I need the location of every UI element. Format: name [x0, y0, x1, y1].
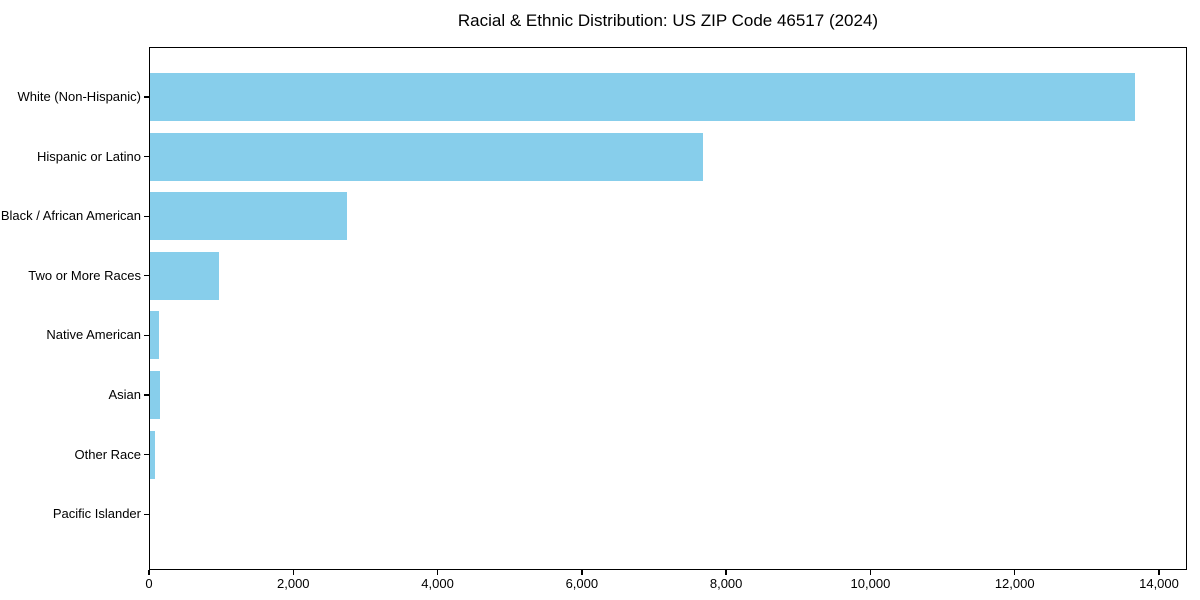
- x-tick-label: 10,000: [850, 576, 891, 591]
- x-tick-mark: [869, 570, 872, 575]
- y-tick-mark: [144, 155, 149, 158]
- x-tick-mark: [292, 570, 294, 575]
- bar-asian: [150, 371, 160, 419]
- bar-other-race: [150, 430, 155, 479]
- y-tick-label: Native American: [46, 327, 141, 343]
- x-tick-label: 2,000: [277, 576, 310, 591]
- bar-native-american: [150, 311, 159, 360]
- x-tick-label: 8,000: [709, 576, 743, 591]
- x-tick-label: 12,000: [994, 576, 1035, 591]
- y-tick-mark: [144, 96, 149, 98]
- y-tick-label: Other Race: [74, 446, 141, 462]
- y-tick-label: Pacific Islander: [52, 506, 141, 522]
- bar-white-non-hispanic: [150, 73, 1136, 121]
- x-tick-mark: [1158, 570, 1160, 575]
- x-tick-label: 4,000: [421, 576, 454, 591]
- chart-title: Racial & Ethnic Distribution: US ZIP Cod…: [457, 11, 879, 30]
- y-tick-label: Asian: [108, 387, 141, 402]
- x-tick-label: 0: [145, 576, 153, 591]
- x-tick-label: 6,000: [565, 576, 599, 591]
- bar-two-or-more-races: [150, 251, 219, 300]
- y-tick-mark: [144, 394, 149, 396]
- y-tick-label: Black / African American: [0, 208, 141, 224]
- x-tick-mark: [581, 570, 583, 575]
- y-tick-mark: [144, 215, 149, 217]
- bar-hispanic-or-latino: [150, 132, 703, 181]
- plot-area: [149, 47, 1187, 570]
- y-tick-label: Two or More Races: [28, 267, 141, 283]
- x-tick-mark: [725, 570, 727, 575]
- x-tick-label: 14,000: [1139, 576, 1179, 591]
- bar-black-african-american: [150, 192, 348, 241]
- y-tick-mark: [144, 453, 149, 456]
- y-tick-label: White (Non-Hispanic): [17, 89, 141, 104]
- y-tick-mark: [144, 275, 149, 277]
- x-tick-mark: [436, 570, 439, 575]
- y-tick-label: Hispanic or Latino: [36, 148, 141, 164]
- y-tick-mark: [144, 513, 149, 515]
- y-tick-mark: [144, 334, 149, 337]
- x-tick-mark: [148, 570, 150, 575]
- x-tick-mark: [1014, 570, 1016, 575]
